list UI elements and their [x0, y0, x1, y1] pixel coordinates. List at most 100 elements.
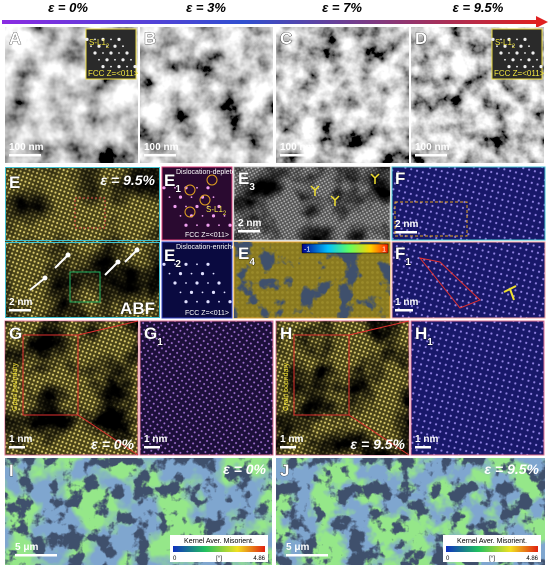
panel-letter: E: [238, 169, 249, 188]
scale-bar-label: 2 nm: [395, 219, 418, 230]
scale-bar-label: 100 nm: [9, 142, 44, 153]
panel-label: I: [9, 461, 14, 480]
region-box: [293, 334, 350, 416]
dislocation-arrow: [29, 277, 46, 291]
panel-letter: G: [144, 324, 157, 343]
scale-bar: [395, 309, 413, 312]
colorbar-min: 0: [173, 556, 177, 562]
diffraction-spot: [117, 37, 121, 42]
strain-map-shading: [234, 242, 390, 318]
imaging-mode: ABF: [120, 299, 155, 318]
scale-bar-label: 1 nm: [395, 297, 418, 308]
zoom-line: [348, 320, 410, 336]
panel-letter: E: [238, 244, 249, 263]
colorbar: [173, 546, 265, 552]
diffraction-spot: [118, 52, 120, 54]
scale-bar-label: 1 nm: [144, 434, 167, 445]
zone-axis: FCC Z=<011>: [88, 69, 139, 78]
diffraction-spot: [130, 58, 132, 61]
panel-letter: E: [164, 171, 175, 190]
diffraction-spot: [520, 58, 522, 61]
panel-label: E: [9, 173, 20, 192]
diffraction-spot: [101, 37, 105, 42]
dislocation-arrow: [54, 254, 69, 269]
panel-letter: D: [415, 29, 427, 48]
diffraction-spot: [185, 205, 187, 208]
diffraction-spot: [536, 58, 538, 61]
diffraction-spot: [97, 44, 101, 48]
panel-letter: J: [280, 461, 289, 480]
region-box: [74, 197, 106, 229]
diffraction-spot: [515, 51, 519, 55]
panel-letter: I: [9, 461, 14, 480]
tem-image: [276, 27, 409, 163]
diffraction-spot: [200, 272, 205, 276]
dislocation-marker: [370, 173, 380, 184]
panel-letter: E: [9, 173, 20, 192]
strain-label: ε = 7%: [322, 0, 362, 15]
diffraction-spot: [168, 272, 171, 275]
diffraction-spot: [507, 37, 511, 42]
phase-name: S-L1: [206, 205, 223, 214]
scale-bar: [15, 554, 57, 557]
diffraction-spot: [168, 196, 171, 199]
panel-label: H: [280, 324, 292, 343]
scale-bar: [280, 446, 296, 449]
tem-image: [140, 27, 273, 163]
panel-label: D: [415, 29, 427, 48]
diffraction-spot: [531, 51, 535, 55]
diffraction-spot: [523, 37, 527, 42]
colorbar-min: 0: [446, 556, 450, 562]
diffraction-spot: [218, 300, 220, 303]
diffraction-spot: [523, 65, 527, 69]
diffraction-spot: [196, 224, 198, 227]
phase-subscript: 2: [512, 44, 516, 50]
strain-label: ε = 3%: [186, 0, 226, 15]
arrow-tip: [115, 259, 121, 265]
diffraction-spot: [212, 196, 215, 199]
colorbar-unit: [°]: [489, 556, 495, 562]
colorbar-title: Kernel Aver. Misorient.: [457, 538, 527, 545]
diffraction-spot: [121, 58, 125, 62]
diffraction-spot: [516, 65, 518, 68]
panel-label: G1: [144, 324, 163, 348]
dislocation-marker: [503, 285, 517, 301]
diffraction-spot: [206, 223, 210, 227]
diffraction-spot: [223, 291, 226, 294]
strain-label: ε = 0%: [223, 461, 266, 477]
phase-subscript: 2: [223, 211, 227, 217]
panel-letter: F: [395, 244, 405, 263]
scale-bar: [9, 446, 25, 449]
panel-letter: G: [9, 324, 22, 343]
diffraction-spot: [114, 58, 116, 61]
dislocation-arrow: [104, 261, 119, 276]
diffraction-spot: [110, 38, 112, 41]
colorbar-max: 1: [382, 247, 386, 254]
diffraction-spot: [184, 223, 188, 227]
diffraction-spot: [511, 58, 515, 62]
diffraction-spot: [126, 65, 128, 68]
panel-letter: B: [144, 29, 156, 48]
panel-subscript: 1: [175, 184, 181, 195]
diffraction-spot: [228, 300, 232, 304]
panel-subscript: 1: [405, 257, 411, 268]
panel-label: F: [395, 169, 405, 188]
panel-subscript: 2: [175, 259, 181, 270]
filtered-lattice: [391, 166, 546, 241]
diffraction-spot: [206, 262, 210, 266]
diffraction-spot: [217, 204, 221, 209]
strain-label: ε = 9.5%: [453, 0, 504, 15]
scale-bar: [238, 230, 260, 233]
diffraction-spot: [185, 282, 187, 284]
diffraction-spot: [90, 45, 92, 48]
panel-label: F1: [395, 244, 411, 268]
scale-bar: [415, 154, 447, 157]
diffraction-spot: [174, 263, 176, 266]
arrow-tip: [134, 247, 140, 253]
scale-bar-label: 5 μm: [15, 542, 38, 553]
diffraction-spot: [173, 281, 177, 285]
arrow-tip: [65, 252, 71, 258]
scale-bar-label: 5 μm: [286, 542, 309, 553]
panel-label: C: [280, 29, 292, 48]
panel-letter: F: [395, 169, 405, 188]
